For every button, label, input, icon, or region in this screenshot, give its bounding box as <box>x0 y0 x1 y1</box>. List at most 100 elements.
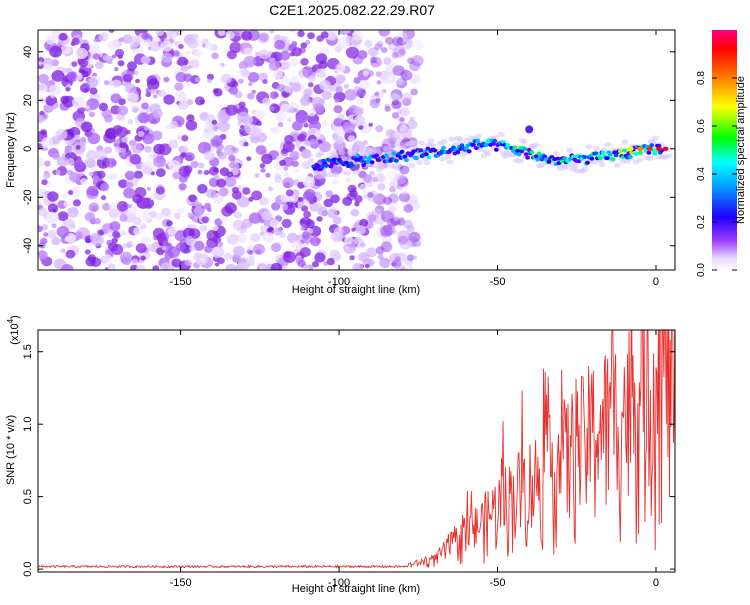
speckle-point <box>161 246 167 251</box>
speckle-point <box>369 94 381 105</box>
speckle-point <box>391 197 399 204</box>
ridge-halo-point <box>332 172 340 178</box>
ridge-point <box>399 149 405 154</box>
speckle-point <box>38 57 45 63</box>
speckle-point <box>142 133 155 145</box>
speckle-point <box>225 104 238 116</box>
speckle-point <box>381 47 388 53</box>
speckle-point <box>307 82 314 88</box>
speckle-point <box>258 49 270 60</box>
speckle-point <box>396 37 403 44</box>
speckle-point <box>125 181 134 189</box>
ridge-halo-point <box>427 138 435 144</box>
speckle-point <box>269 106 275 111</box>
speckle-point <box>108 202 116 210</box>
speckle-point <box>152 265 160 270</box>
speckle-point <box>45 95 58 106</box>
speckle-point <box>160 207 172 218</box>
speckle-point <box>360 242 366 248</box>
speckle-point <box>255 120 262 127</box>
speckle-point <box>370 56 383 68</box>
speckle-point <box>255 145 267 155</box>
spectrogram-panel: -150 -100 -50 0 -40 -20 0 20 40 Height of strai… <box>5 29 747 296</box>
speckle-point <box>247 92 255 100</box>
speckle-point <box>47 191 59 202</box>
speckle-point <box>392 36 404 47</box>
ridge-halo-point <box>326 172 334 178</box>
speckle-point <box>399 125 412 138</box>
speckle-point <box>399 117 405 122</box>
speckle-point <box>272 69 284 79</box>
speckle-point <box>172 50 180 57</box>
ridge-point <box>344 160 349 165</box>
ridge-halo-point <box>338 150 346 156</box>
speckle-point <box>72 96 86 109</box>
ridge-point <box>374 153 379 158</box>
speckle-point <box>51 236 61 246</box>
speckle-point <box>174 82 184 91</box>
speckle-point <box>364 39 373 48</box>
speckle-point <box>368 214 377 222</box>
speckle-point <box>389 186 396 193</box>
speckle-point <box>194 77 201 83</box>
speckle-point <box>217 257 225 265</box>
speckle-point <box>212 167 219 173</box>
speckle-point <box>334 98 339 103</box>
speckle-point <box>141 32 150 40</box>
ridge-halo-point <box>440 139 448 144</box>
speckle-point <box>314 252 326 263</box>
speckle-point <box>111 237 119 244</box>
speckle-point <box>367 192 374 198</box>
speckle-point <box>396 134 402 140</box>
ridge-halo-point <box>330 150 338 156</box>
ridge-point <box>600 150 606 155</box>
speckle-point <box>149 210 158 218</box>
speckle-point <box>232 256 239 263</box>
speckle-point <box>393 230 398 235</box>
colorbar-tick-label: 0.2 <box>696 215 707 229</box>
ridge-halo-point <box>457 139 465 145</box>
ridge-point <box>319 164 325 169</box>
ridge-point <box>582 155 588 159</box>
speckle-point <box>332 216 342 225</box>
speckle-point <box>368 47 379 57</box>
speckle-point <box>412 239 422 247</box>
speckle-point <box>344 236 354 245</box>
ridge-point <box>315 163 321 168</box>
spectrogram-y-tick-label: 20 <box>22 94 34 106</box>
speckle-point <box>45 211 59 224</box>
snr-scale-close: ) <box>9 315 21 319</box>
snr-scale-label: (x104) <box>6 315 21 345</box>
speckle-point <box>240 125 245 129</box>
speckle-point <box>373 193 386 205</box>
speckle-point <box>204 245 213 253</box>
snr-y-tick-label: 1.0 <box>22 417 34 432</box>
speckle-point <box>312 261 319 268</box>
speckle-point <box>103 80 110 86</box>
speckle-point <box>177 56 189 67</box>
spectrogram-x-label: Height of straight line (km) <box>292 284 420 296</box>
speckle-point <box>38 207 48 217</box>
speckle-point <box>203 119 209 125</box>
speckle-point <box>397 235 408 245</box>
speckle-point <box>317 139 323 144</box>
ridge-point <box>402 154 408 159</box>
snr-marks <box>38 330 675 569</box>
ridge-point <box>516 152 522 157</box>
speckle-point <box>102 254 113 264</box>
speckle-point <box>346 46 360 59</box>
speckle-point <box>177 135 182 140</box>
speckle-point <box>41 179 48 186</box>
speckle-point <box>100 195 107 201</box>
speckle-point <box>387 42 398 51</box>
ridge-halo-point <box>429 143 437 149</box>
speckle-point <box>81 121 93 133</box>
speckle-point <box>226 171 234 178</box>
speckle-point <box>315 68 326 78</box>
speckle-point <box>84 212 96 222</box>
speckle-point <box>105 157 117 168</box>
ridge-outlier-point <box>525 125 534 134</box>
speckle-point <box>402 30 415 40</box>
ridge-halo-point <box>475 133 482 139</box>
